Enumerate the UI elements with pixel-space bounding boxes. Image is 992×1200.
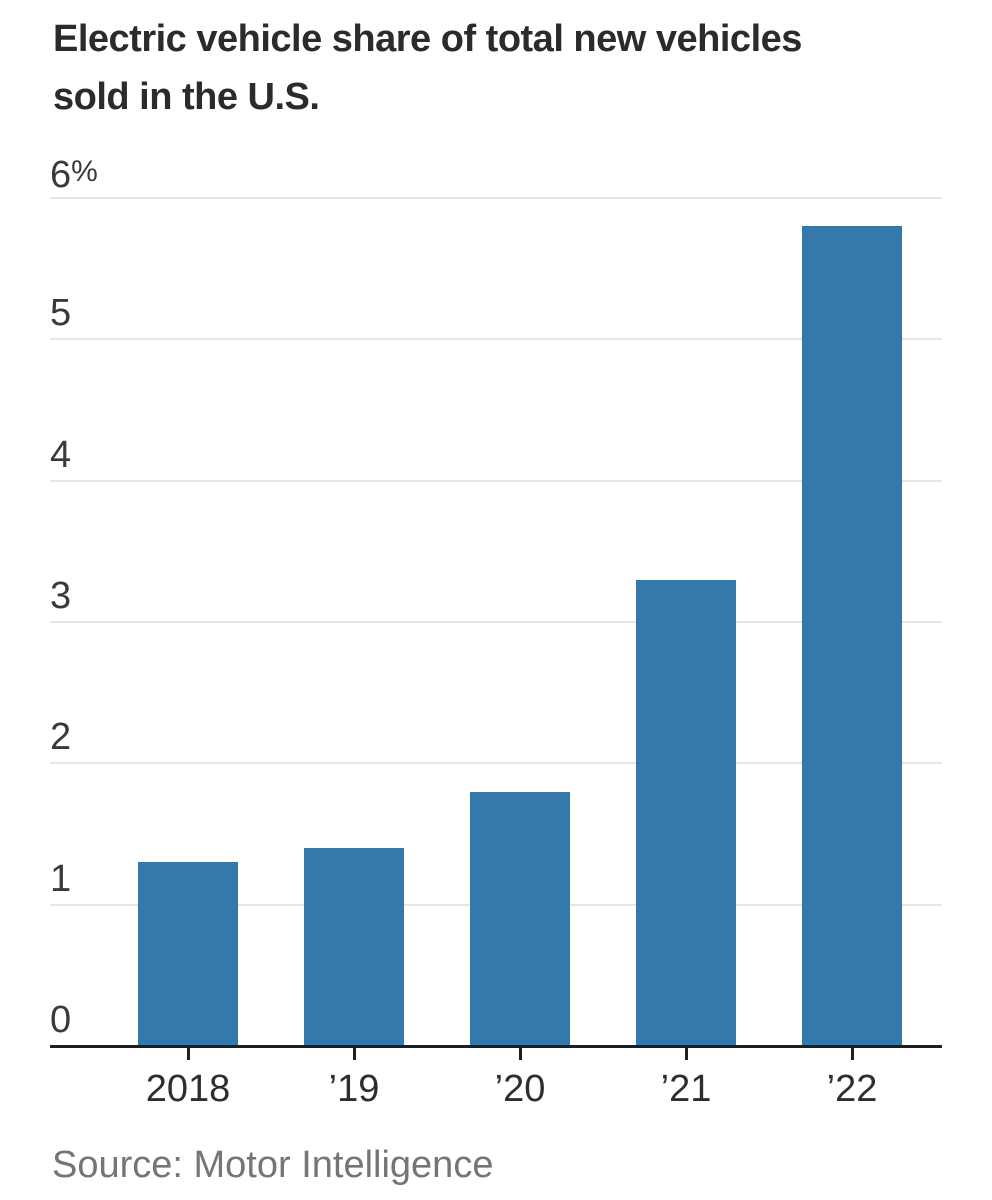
bar-22 — [802, 226, 902, 1046]
x-axis-label-0: 2018 — [145, 1068, 231, 1110]
bar-19 — [304, 848, 404, 1046]
x-axis-line — [50, 1045, 942, 1048]
gridline-4 — [50, 479, 942, 482]
x-axis-tick-2 — [518, 1048, 522, 1060]
y-axis-label-6: 6% — [50, 154, 98, 196]
bar-2018 — [138, 862, 238, 1046]
gridline-6 — [50, 197, 942, 199]
bar-21 — [636, 579, 736, 1046]
y-axis-label-2: 2 — [50, 716, 72, 759]
y-axis-label-4: 4 — [50, 433, 72, 476]
x-axis-tick-1 — [352, 1048, 356, 1060]
x-axis-tick-3 — [684, 1048, 688, 1060]
x-axis-tick-4 — [850, 1048, 854, 1060]
chart-title-line-1: Electric vehicle share of total new vehi… — [53, 18, 802, 60]
y-axis-label-1: 1 — [50, 857, 72, 900]
chart-title: Electric vehicle share of total new vehi… — [53, 10, 953, 126]
x-axis-tick-0 — [186, 1048, 190, 1060]
gridline-2 — [50, 762, 942, 765]
source-note: Source: Motor Intelligence — [52, 1144, 494, 1186]
gridline-3 — [50, 621, 942, 623]
y-axis-label-5: 5 — [50, 292, 72, 335]
y-axis-label-0: 0 — [50, 999, 72, 1041]
y-axis-label-3: 3 — [50, 575, 72, 617]
x-axis-label-1: ’19 — [328, 1068, 380, 1110]
x-axis-label-3: ’21 — [660, 1068, 712, 1110]
x-axis-label-2: ’20 — [494, 1068, 546, 1110]
bar-20 — [470, 791, 570, 1046]
gridline-5 — [50, 338, 942, 341]
percent-sign: % — [71, 155, 98, 188]
chart-title-line-2: sold in the U.S. — [53, 76, 320, 118]
x-axis-label-4: ’22 — [826, 1068, 878, 1110]
